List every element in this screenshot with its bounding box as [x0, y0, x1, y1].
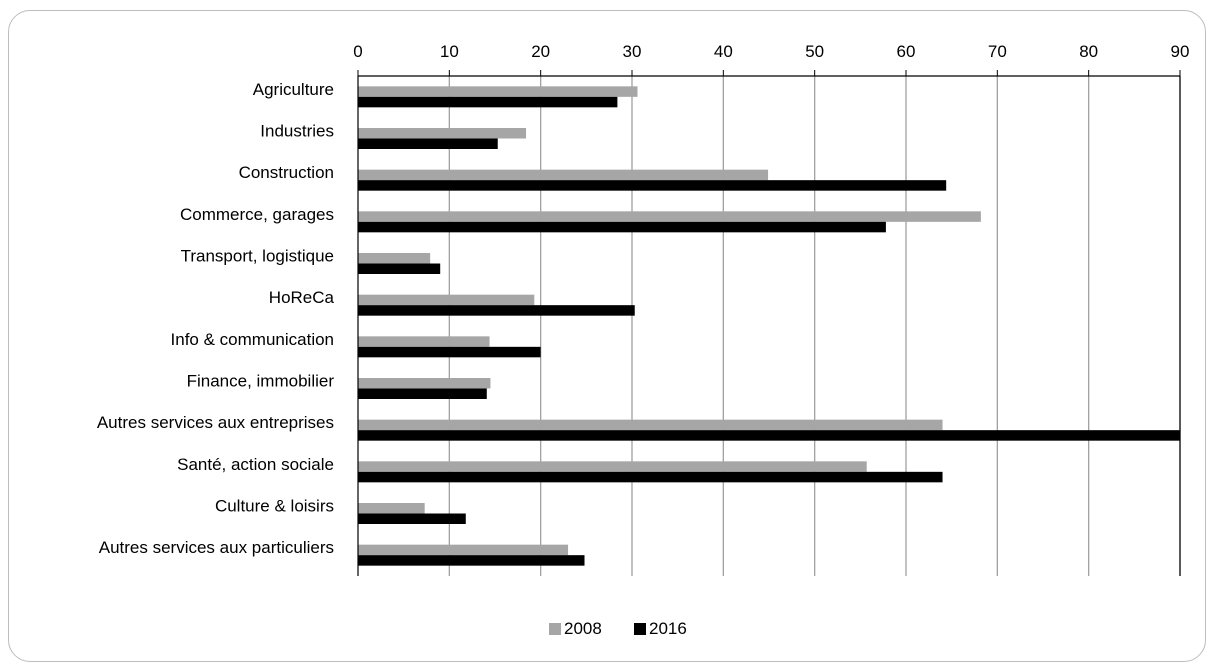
- bar-2008: [358, 461, 867, 472]
- axes: [357, 75, 1181, 576]
- legend-swatch-2016: [634, 623, 646, 635]
- bar-2016: [358, 305, 635, 316]
- bar-2016: [358, 96, 618, 108]
- bar-2008: [358, 86, 638, 97]
- legend-label-2008: 2008: [564, 619, 602, 638]
- bar-2016: [358, 430, 1180, 441]
- bar-2016: [358, 555, 585, 566]
- bar-2008: [358, 378, 491, 389]
- category-label: Autres services aux particuliers: [99, 538, 334, 557]
- category-label: Commerce, garages: [180, 205, 334, 224]
- bar-2016: [358, 346, 541, 358]
- x-tick-label: 70: [988, 42, 1007, 61]
- category-label: Industries: [260, 122, 334, 141]
- x-tick-label: 50: [805, 42, 824, 61]
- chart-frame: [8, 10, 1206, 662]
- x-tick-labels: 0 10 20 30 40 50 60 70 80 90: [353, 42, 1189, 61]
- x-tick-label: 10: [440, 42, 459, 61]
- bar-2016: [358, 221, 886, 233]
- category-label: Santé, action sociale: [177, 455, 334, 474]
- bars: [358, 86, 1180, 566]
- category-label: Transport, logistique: [181, 247, 334, 266]
- bar-2008: [358, 253, 431, 264]
- bar-2008: [358, 503, 425, 514]
- bar-2008: [358, 419, 943, 431]
- bar-2008: [358, 336, 490, 347]
- category-label: Agriculture: [253, 80, 334, 99]
- x-tick-label: 90: [1171, 42, 1190, 61]
- bar-2008: [358, 294, 535, 306]
- category-label: Finance, immobilier: [187, 372, 335, 391]
- legend: 2008 2016: [549, 619, 687, 638]
- category-label: HoReCa: [269, 288, 335, 307]
- bar-2016: [358, 138, 498, 149]
- bar-2008: [358, 128, 527, 139]
- bar-2016: [358, 513, 466, 524]
- bar-2016: [358, 263, 441, 274]
- bar-2008: [358, 544, 569, 556]
- x-tick-label: 30: [623, 42, 642, 61]
- legend-label-2016: 2016: [649, 619, 687, 638]
- category-labels: Agriculture Industries Construction Commerc…: [97, 80, 335, 557]
- bar-2008: [358, 211, 981, 222]
- x-tick-label: 40: [714, 42, 733, 61]
- category-label: Info & communication: [171, 330, 334, 349]
- x-tick-label: 80: [1079, 42, 1098, 61]
- category-label: Construction: [239, 163, 334, 182]
- x-tick-label: 0: [353, 42, 362, 61]
- bar-2008: [358, 169, 769, 181]
- bar-2016: [358, 388, 487, 399]
- x-tick-label: 60: [897, 42, 916, 61]
- x-tick-label: 20: [531, 42, 550, 61]
- category-label: Culture & loisirs: [215, 497, 334, 516]
- bar-2016: [358, 471, 943, 483]
- bar-2016: [358, 180, 947, 191]
- category-label: Autres services aux entreprises: [97, 413, 334, 432]
- legend-swatch-2008: [549, 623, 561, 635]
